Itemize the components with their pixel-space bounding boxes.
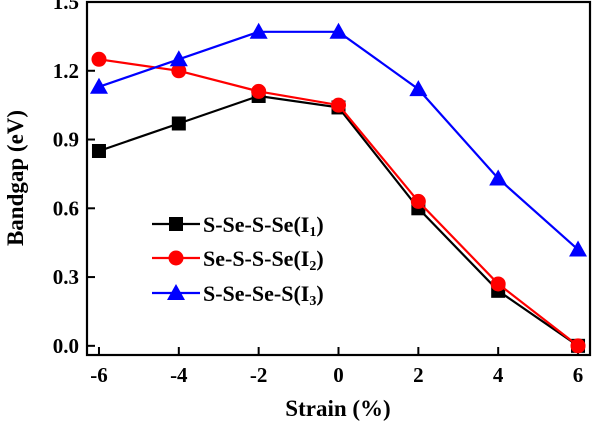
x-tick-label: 6	[573, 363, 584, 387]
data-point	[331, 97, 346, 113]
data-point	[570, 338, 586, 354]
y-tick-label: 1.2	[53, 59, 79, 83]
data-point	[251, 83, 267, 99]
data-point	[169, 50, 188, 67]
x-tick-label: -6	[90, 363, 108, 387]
data-point	[91, 51, 107, 67]
data-point	[89, 77, 108, 94]
data-point	[171, 63, 187, 79]
y-tick-label: 0.9	[53, 128, 79, 152]
legend: S-Se-S-Se(I1) Se-S-S-Se(I2) S-Se-Se-S(I3)	[152, 212, 324, 309]
y-tick-label: 0.3	[53, 265, 79, 289]
data-point	[91, 143, 106, 158]
data-point	[490, 276, 506, 292]
legend-item-2: Se-S-S-Se(I2)	[152, 246, 324, 274]
x-tick-label: 4	[493, 363, 504, 387]
data-point	[569, 240, 588, 257]
x-tick-label: 0	[333, 363, 344, 387]
series-layer	[89, 22, 588, 354]
axis-ticks: -6 -4 -2 0 2 4 6 0.0 0.3 0.6 0.9 1.2 1.5	[53, 0, 584, 387]
x-tick-label: -4	[170, 363, 188, 387]
legend-marker	[167, 284, 185, 300]
data-point	[249, 22, 268, 39]
x-tick-label: 2	[413, 363, 424, 387]
x-axis-title: Strain (%)	[285, 396, 390, 421]
legend-item-3: S-Se-Se-S(I3)	[152, 281, 324, 309]
y-tick-label: 1.5	[53, 0, 79, 14]
legend-marker	[168, 250, 184, 266]
legend-item-1: S-Se-S-Se(I1)	[152, 212, 324, 240]
data-point	[171, 116, 186, 131]
legend-label: S-Se-S-Se(I1)	[203, 212, 324, 240]
data-point	[489, 169, 508, 186]
data-point	[329, 22, 348, 39]
series-1	[91, 88, 586, 353]
x-tick-label: -2	[250, 363, 268, 387]
y-axis-title: Bandgap (eV)	[3, 110, 28, 246]
legend-label: Se-S-S-Se(I2)	[203, 246, 324, 274]
series-3	[89, 22, 588, 257]
data-point	[409, 80, 428, 97]
series-2	[91, 51, 586, 354]
y-tick-label: 0.0	[53, 334, 79, 358]
y-tick-label: 0.6	[53, 196, 79, 220]
data-point	[410, 193, 426, 209]
legend-marker	[169, 217, 183, 231]
legend-label: S-Se-Se-S(I3)	[203, 281, 324, 309]
